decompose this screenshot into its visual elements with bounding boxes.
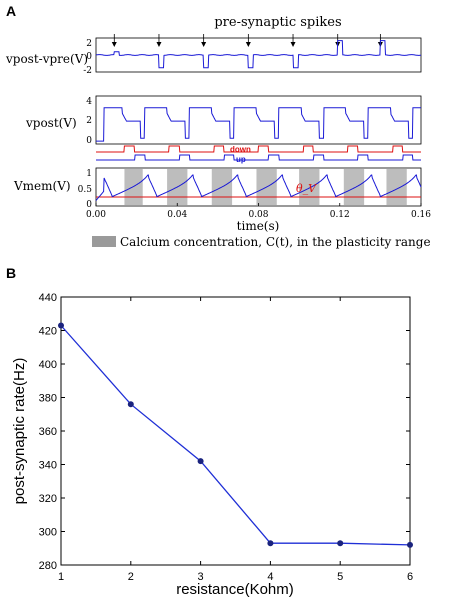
row2-frame bbox=[95, 95, 422, 145]
spike-arrowhead bbox=[245, 42, 251, 47]
panel-b-xtick-label: 3 bbox=[198, 571, 204, 583]
row1-ytick: -2 bbox=[83, 66, 92, 76]
panel-b-xtick-label: 5 bbox=[337, 571, 343, 583]
panel-b-ytick-label: 360 bbox=[39, 426, 57, 438]
legend-label: Calcium concentration, C(t), in the plas… bbox=[120, 235, 431, 249]
panel-a-xticks: 0.00 0.04 0.08 0.12 0.16 bbox=[86, 203, 431, 220]
row1-ytick: 2 bbox=[86, 39, 92, 49]
rate-series-points bbox=[58, 322, 413, 548]
rate-data-point bbox=[58, 322, 64, 329]
row2-ytick: 2 bbox=[86, 116, 92, 126]
rate-data-point bbox=[267, 540, 274, 547]
panel-b-ylabel: post-synaptic rate(Hz) bbox=[11, 358, 28, 505]
spike-arrowhead bbox=[156, 42, 162, 47]
rate-series-line bbox=[60, 325, 411, 546]
up-label: up bbox=[236, 155, 246, 164]
panel-a-xtick-label: 0.12 bbox=[330, 210, 350, 220]
rate-data-point bbox=[337, 540, 344, 547]
calcium-range-block bbox=[386, 169, 407, 205]
down-label: down bbox=[230, 145, 251, 154]
panel-b-ytick-label: 400 bbox=[39, 359, 57, 371]
row3-ytick: 0.5 bbox=[78, 185, 93, 195]
spike-arrowhead bbox=[111, 42, 117, 47]
panel-b-ytick-label: 420 bbox=[39, 326, 57, 338]
panel-b-ytick-label: 340 bbox=[39, 460, 57, 472]
row1-ylabel: vpost-vpre(V) bbox=[5, 52, 88, 66]
panel-a-xlabel: time(s) bbox=[237, 219, 280, 233]
vmem-trace bbox=[95, 174, 422, 201]
down-signal-trace bbox=[96, 145, 421, 153]
rate-data-point bbox=[127, 401, 134, 408]
vpost-vpre-trace bbox=[95, 40, 422, 69]
row3-ytick: 1 bbox=[86, 169, 92, 179]
panel-b-xticks: 1 2 3 4 5 6 bbox=[58, 297, 413, 583]
panel-b-ytick-label: 440 bbox=[39, 292, 57, 304]
spike-arrowhead bbox=[290, 42, 296, 47]
panel-b-xlabel: resistance(Kohm) bbox=[176, 581, 294, 598]
row3-ytick: 0 bbox=[86, 200, 92, 210]
row2-ylabel: vpost(V) bbox=[25, 116, 77, 130]
calcium-range-block bbox=[343, 169, 365, 205]
panel-a-xtick-label: 0.04 bbox=[167, 210, 187, 220]
panel-b-xtick-label: 2 bbox=[128, 571, 134, 583]
panel-a-xtick-label: 0.16 bbox=[411, 210, 431, 220]
panel-b-ytick-label: 280 bbox=[39, 560, 57, 572]
rate-data-point bbox=[197, 458, 204, 465]
row2-ytick: 0 bbox=[86, 136, 92, 146]
panel-b-ytick-label: 300 bbox=[39, 527, 57, 539]
rate-data-point bbox=[407, 541, 413, 548]
panel-b-xtick-label: 1 bbox=[58, 571, 64, 583]
row3-ylabel: Vmem(V) bbox=[13, 179, 71, 193]
presynaptic-annotation: pre-synaptic spikes bbox=[214, 15, 341, 30]
theta-label: θ_V bbox=[296, 182, 317, 195]
calcium-range-block bbox=[299, 169, 320, 205]
spike-arrowhead bbox=[201, 42, 207, 47]
panel-b-plot-frame bbox=[60, 296, 411, 566]
panel-b-ytick-label: 320 bbox=[39, 493, 57, 505]
vpost-trace bbox=[96, 107, 421, 142]
panel-b-ytick-label: 380 bbox=[39, 393, 57, 405]
legend-swatch bbox=[92, 236, 116, 247]
panel-a-xtick-label: 0.00 bbox=[86, 210, 106, 220]
up-signal-trace bbox=[96, 154, 421, 161]
calcium-range-block bbox=[124, 169, 143, 205]
row1-ytick: 0 bbox=[86, 52, 92, 62]
panel-b-xtick-label: 4 bbox=[267, 571, 273, 583]
panel-a-xtick-label: 0.08 bbox=[248, 210, 268, 220]
panel-b-letter: B bbox=[6, 265, 16, 281]
panel-b-yticks: 280 300 320 340 360 380 400 420 440 bbox=[39, 292, 410, 572]
row2-ytick: 4 bbox=[86, 97, 92, 107]
panel-b-xtick-label: 6 bbox=[407, 571, 413, 583]
panel-a-letter: A bbox=[6, 3, 16, 19]
